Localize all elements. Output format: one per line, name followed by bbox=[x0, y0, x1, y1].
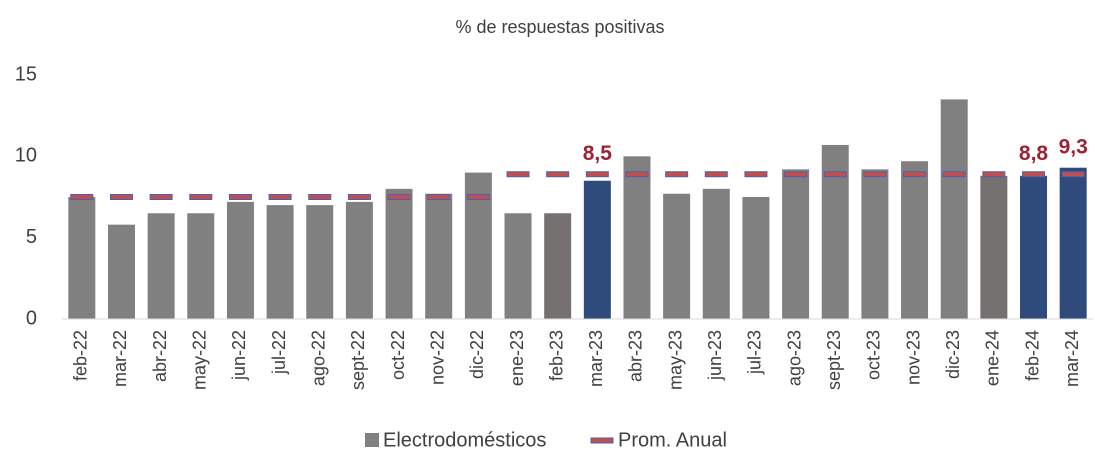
x-tick-label: jul-22 bbox=[269, 330, 289, 375]
average-dash bbox=[427, 194, 451, 200]
bar bbox=[187, 213, 215, 319]
legend-swatch bbox=[365, 433, 379, 447]
bar bbox=[226, 201, 254, 319]
average-dash bbox=[466, 194, 490, 200]
bar bbox=[68, 197, 96, 319]
x-tick-label: sept-23 bbox=[824, 330, 844, 390]
bar bbox=[147, 213, 175, 319]
bar bbox=[266, 205, 294, 319]
y-tick-label: 0 bbox=[26, 307, 37, 329]
x-tick-label: jun-22 bbox=[229, 330, 249, 381]
x-tick-label: ago-23 bbox=[784, 330, 804, 386]
average-dash bbox=[228, 194, 252, 200]
average-dash bbox=[347, 194, 371, 200]
bar bbox=[345, 201, 373, 319]
x-tick-label: ene-24 bbox=[983, 330, 1003, 386]
bar bbox=[1059, 167, 1087, 319]
average-dash bbox=[744, 171, 768, 178]
bar bbox=[425, 193, 453, 319]
average-dash bbox=[1061, 171, 1085, 178]
average-dash bbox=[268, 194, 292, 200]
x-tick-label: oct-22 bbox=[388, 330, 408, 380]
average-dash bbox=[942, 171, 966, 178]
bar bbox=[385, 188, 413, 319]
average-dash bbox=[1022, 171, 1046, 178]
average-dash bbox=[665, 171, 689, 178]
x-tick-label: abr-23 bbox=[626, 330, 646, 382]
x-tick-label: may-22 bbox=[190, 330, 210, 390]
legend-label: Electrodomésticos bbox=[383, 429, 546, 451]
bar bbox=[623, 156, 651, 319]
x-tick-label: abr-22 bbox=[150, 330, 170, 382]
x-tick-label: feb-24 bbox=[1022, 330, 1042, 381]
bar bbox=[1020, 175, 1048, 319]
x-tick-label: mar-22 bbox=[110, 330, 130, 387]
x-tick-label: feb-23 bbox=[546, 330, 566, 381]
average-dash bbox=[387, 194, 411, 200]
average-dash bbox=[625, 171, 649, 178]
average-dash bbox=[823, 171, 847, 178]
x-tick-label: feb-22 bbox=[71, 330, 91, 381]
bar bbox=[742, 197, 770, 319]
bar bbox=[782, 169, 810, 319]
x-tick-label: sept-22 bbox=[348, 330, 368, 390]
value-label: 8,5 bbox=[583, 142, 613, 165]
average-dash bbox=[546, 171, 570, 178]
average-dash bbox=[149, 194, 173, 200]
bar bbox=[544, 213, 572, 319]
x-tick-label: may-23 bbox=[665, 330, 685, 390]
x-tick-label: nov-22 bbox=[427, 330, 447, 385]
bar bbox=[663, 193, 691, 319]
average-dash bbox=[308, 194, 332, 200]
chart-title: % de respuestas positivas bbox=[455, 17, 664, 37]
bar bbox=[861, 169, 889, 319]
bar bbox=[583, 180, 611, 319]
y-tick-label: 15 bbox=[15, 63, 37, 85]
x-tick-label: oct-23 bbox=[864, 330, 884, 380]
x-tick-label: dic-23 bbox=[943, 330, 963, 379]
legend-label: Prom. Anual bbox=[618, 429, 727, 451]
average-dash bbox=[982, 171, 1006, 178]
average-dash bbox=[70, 194, 94, 200]
y-tick-label: 5 bbox=[26, 226, 37, 248]
x-tick-label: mar-23 bbox=[586, 330, 606, 387]
average-dash bbox=[903, 171, 927, 178]
bar bbox=[821, 144, 849, 319]
bar bbox=[504, 213, 532, 319]
y-tick-label: 10 bbox=[15, 145, 37, 167]
value-label: 9,3 bbox=[1059, 135, 1088, 158]
x-tick-label: nov-23 bbox=[903, 330, 923, 385]
bar bbox=[306, 205, 334, 319]
bar bbox=[980, 175, 1008, 319]
x-tick-label: jun-23 bbox=[705, 330, 725, 381]
x-tick-label: mar-24 bbox=[1062, 330, 1082, 387]
bar bbox=[107, 224, 135, 319]
x-tick-label: jul-23 bbox=[745, 330, 765, 375]
x-tick-label: ago-22 bbox=[309, 330, 329, 386]
average-dash bbox=[109, 194, 133, 200]
x-tick-label: ene-23 bbox=[507, 330, 527, 386]
x-tick-label: dic-22 bbox=[467, 330, 487, 379]
average-dash bbox=[784, 171, 808, 178]
value-label: 8,8 bbox=[1019, 142, 1049, 165]
legend-swatch bbox=[590, 437, 614, 444]
average-dash bbox=[863, 171, 887, 178]
bar bbox=[940, 99, 968, 320]
average-dash bbox=[585, 171, 609, 178]
average-dash bbox=[506, 171, 530, 178]
average-dash bbox=[704, 171, 728, 178]
average-dash bbox=[189, 194, 213, 200]
bar bbox=[702, 188, 730, 319]
bar bbox=[901, 161, 929, 319]
